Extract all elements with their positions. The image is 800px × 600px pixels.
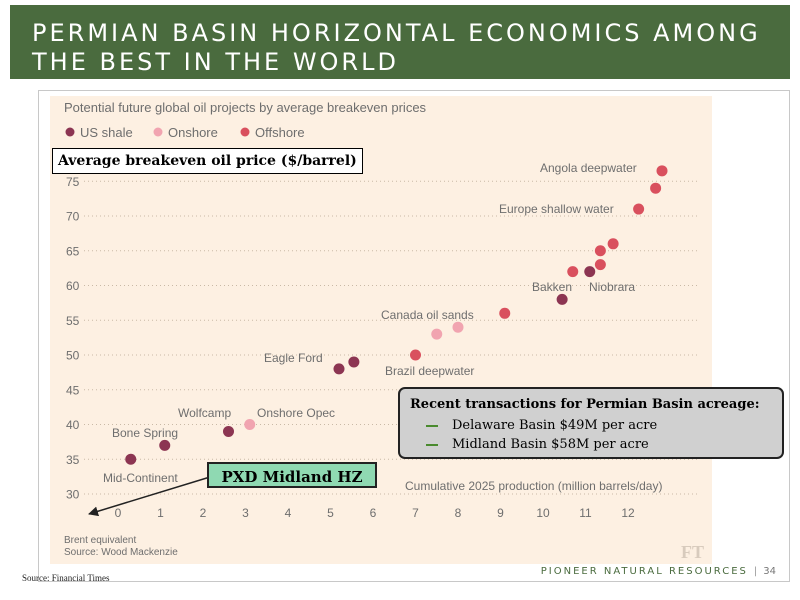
point-annotation: Brazil deepwater <box>385 364 474 378</box>
data-point <box>410 349 421 361</box>
x-tick-label: 5 <box>327 506 334 520</box>
data-point <box>452 321 464 333</box>
data-point <box>556 293 568 305</box>
bullet-dash <box>426 443 438 446</box>
y-tick-label: 55 <box>66 314 80 328</box>
data-point <box>431 328 443 340</box>
legend-swatch <box>65 127 75 137</box>
title-bar: PERMIAN BASIN HORIZONTAL ECONOMICS AMONG… <box>10 5 790 79</box>
gridlines <box>84 180 700 495</box>
transaction-text: Midland Basin $58M per acre <box>452 437 649 452</box>
point-annotation: Niobrara <box>589 280 635 294</box>
point-annotation: Eagle Ford <box>264 351 323 365</box>
point-annotation: Bone Spring <box>112 426 178 440</box>
chart-panel <box>50 96 712 564</box>
note-source: Source: Wood Mackenzie <box>64 547 178 558</box>
x-axis-label: Cumulative 2025 production (million barr… <box>405 479 662 493</box>
slide-title: PERMIAN BASIN HORIZONTAL ECONOMICS AMONG… <box>32 19 761 76</box>
pxd-arrow <box>88 476 211 517</box>
x-tick-label: 4 <box>285 506 292 520</box>
legend-label: Offshore <box>255 125 305 140</box>
y-axis-ticks: 30 35 40 45 50 55 60 65 70 75 <box>66 175 80 502</box>
data-point <box>607 238 619 250</box>
x-tick-label: 1 <box>157 506 164 520</box>
company-name: PIONEER NATURAL RESOURCES <box>540 566 748 577</box>
data-point <box>633 203 645 215</box>
data-point <box>567 266 579 278</box>
chart-title: Potential future global oil projects by … <box>64 100 427 115</box>
data-point <box>125 453 137 465</box>
point-annotation: Onshore Opec <box>257 406 335 420</box>
y-tick-label: 30 <box>66 488 80 502</box>
bullet-dash <box>426 424 438 427</box>
x-tick-label: 10 <box>536 506 550 520</box>
point-annotation: Bakken <box>532 280 572 294</box>
y-tick-label: 70 <box>66 210 80 224</box>
data-point <box>333 363 345 375</box>
footer-separator: | <box>753 566 758 577</box>
y-tick-label: 35 <box>66 453 80 467</box>
footer: PIONEER NATURAL RESOURCES | 34 <box>541 566 776 577</box>
transaction-item: Delaware Basin $49M per acre <box>426 418 657 433</box>
legend-label: US shale <box>80 125 133 140</box>
data-point <box>159 439 171 451</box>
data-point <box>594 259 606 271</box>
point-annotation: Europe shallow water <box>499 202 614 216</box>
data-point <box>348 356 360 368</box>
x-tick-label: 3 <box>242 506 249 520</box>
x-tick-label: 9 <box>497 506 504 520</box>
y-tick-label: 40 <box>66 418 80 432</box>
point-annotation: Wolfcamp <box>178 406 231 420</box>
point-annotation: Canada oil sands <box>381 308 474 322</box>
x-tick-label: 7 <box>412 506 419 520</box>
data-points <box>125 165 668 465</box>
point-annotation: Mid-Continent <box>103 471 178 485</box>
y-tick-label: 45 <box>66 383 80 397</box>
chart-legend: US shale Onshore Offshore <box>65 125 305 140</box>
x-tick-label: 6 <box>370 506 377 520</box>
data-point <box>223 425 234 437</box>
page-number: 34 <box>763 566 776 577</box>
note-brent: Brent equivalent <box>64 535 136 546</box>
data-point <box>594 245 606 257</box>
chart-frame <box>38 90 790 582</box>
transaction-text: Delaware Basin $49M per acre <box>452 418 658 433</box>
legend-label: Onshore <box>168 125 218 140</box>
legend-swatch <box>153 127 163 137</box>
x-tick-label: 2 <box>200 506 207 520</box>
pxd-midland-label: PXD Midland HZ <box>207 462 377 488</box>
x-tick-label: 8 <box>455 506 462 520</box>
y-tick-label: 75 <box>66 175 80 189</box>
point-annotation: Angola deepwater <box>540 161 637 175</box>
y-tick-label: 50 <box>66 349 80 363</box>
data-point <box>244 419 256 430</box>
data-point <box>499 307 511 319</box>
y-axis-label: Average breakeven oil price ($/barrel) <box>52 148 363 174</box>
x-tick-label: 0 <box>115 506 122 520</box>
legend-swatch <box>240 127 250 137</box>
ft-logo: FT <box>681 542 704 562</box>
transactions-title: Recent transactions for Permian Basin ac… <box>410 397 760 412</box>
x-tick-label: 11 <box>579 506 592 520</box>
transactions-callout: Recent transactions for Permian Basin ac… <box>398 387 784 459</box>
data-point <box>584 266 596 278</box>
source-note: Source: Financial Times <box>22 573 110 583</box>
y-tick-label: 60 <box>66 279 80 293</box>
x-tick-label: 12 <box>621 506 635 520</box>
transaction-item: Midland Basin $58M per acre <box>426 437 649 452</box>
data-point <box>656 165 668 177</box>
y-tick-label: 65 <box>66 244 80 258</box>
data-point <box>650 182 662 194</box>
x-axis-ticks: 0 1 2 3 4 5 6 7 8 9 10 11 12 <box>115 506 635 520</box>
